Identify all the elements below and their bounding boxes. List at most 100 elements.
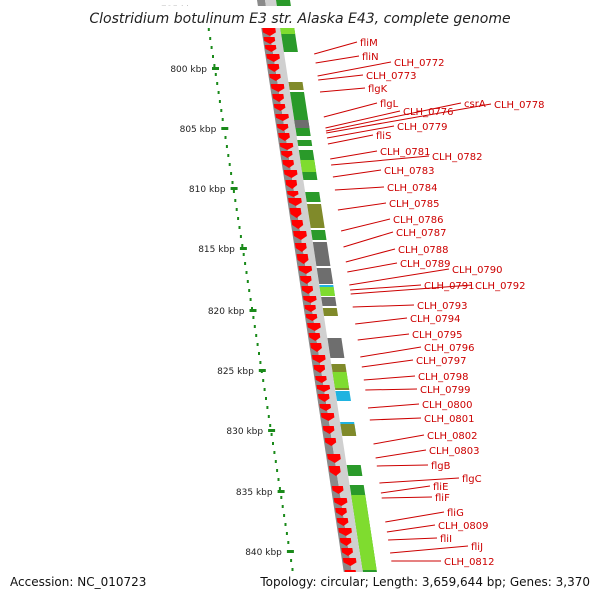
kbp-label: 830 kbp — [226, 427, 263, 437]
gene-label: fliJ — [471, 542, 483, 553]
topology-text: Topology: circular; Length: 3,659,644 bp… — [259, 575, 590, 589]
gene-label: CLH_0812 — [444, 557, 495, 568]
gene-label: CLH_0773 — [366, 71, 417, 82]
gene-label: CLH_0779 — [397, 122, 448, 133]
scale-dot — [210, 46, 213, 49]
gene-label: fliS — [376, 131, 391, 142]
gene-label: CLH_0782 — [432, 152, 483, 163]
label-leader — [331, 155, 430, 166]
gene-label: fliG — [447, 508, 464, 519]
scale-dot — [212, 55, 214, 58]
label-leader — [334, 186, 385, 191]
scale-dot — [235, 208, 238, 211]
kbp-label: 810 kbp — [189, 185, 226, 195]
gene-label: csrA — [464, 99, 486, 110]
scale-dot — [276, 469, 279, 472]
gene-arrow — [322, 426, 335, 434]
scale-dot — [262, 379, 265, 382]
label-leader — [388, 537, 438, 541]
gene-arrow — [336, 518, 349, 526]
label-leader — [349, 268, 450, 286]
footer-backdrop — [0, 572, 600, 600]
cog-box — [316, 268, 334, 284]
gene-arrow — [291, 220, 304, 229]
gene-arrow — [296, 254, 309, 264]
scale-dot — [230, 172, 233, 175]
gene-label: fliE — [433, 482, 448, 493]
label-leader — [326, 125, 395, 139]
cog-box — [307, 204, 325, 228]
gene-label: flgL — [380, 99, 399, 110]
cog-box — [305, 192, 321, 202]
scale-dot — [237, 217, 240, 220]
gene-arrow — [342, 558, 357, 566]
scale-dot — [283, 514, 286, 517]
gene-label: flgC — [462, 474, 482, 485]
gene-arrow — [272, 94, 284, 102]
major-tick — [212, 67, 219, 70]
gene-label: CLH_0809 — [438, 521, 489, 532]
label-leader — [361, 359, 414, 368]
cog-box — [288, 82, 304, 90]
title-backdrop — [90, 6, 510, 28]
gene-label: CLH_0797 — [416, 356, 467, 367]
gene-arrow — [270, 84, 285, 92]
gene-arrow — [313, 365, 326, 373]
scale-dot — [246, 280, 249, 283]
gene-arrow — [303, 296, 317, 303]
scale-dot — [256, 343, 259, 346]
major-tick — [230, 187, 238, 190]
gene-label: CLH_0802 — [427, 431, 478, 442]
kbp-label: 805 kbp — [180, 125, 217, 135]
cog-box — [321, 297, 337, 306]
gene-label: CLH_0776 — [403, 107, 454, 118]
label-leader — [340, 218, 391, 232]
label-leader — [390, 545, 469, 554]
major-tick — [277, 490, 285, 493]
label-leader — [319, 87, 366, 93]
label-leader — [379, 477, 460, 484]
scale-dot — [255, 334, 258, 337]
gene-arrow — [335, 508, 347, 516]
gene-label: CLH_0781 — [380, 147, 431, 158]
scale-dot — [281, 505, 284, 508]
label-leader — [350, 284, 473, 295]
gene-label: CLH_0785 — [389, 199, 440, 210]
gene-arrow — [267, 64, 280, 72]
scale-dot — [220, 109, 223, 112]
gene-label: CLH_0793 — [417, 301, 468, 312]
label-leader — [373, 434, 425, 445]
gene-arrow — [300, 276, 312, 284]
gene-arrow — [276, 124, 289, 131]
gene-label: flgB — [431, 461, 451, 472]
gene-label: CLH_0800 — [422, 400, 473, 411]
scale-dot — [241, 244, 244, 247]
label-leader — [325, 102, 462, 132]
gene-label: flgK — [368, 84, 388, 95]
scale-dot — [274, 460, 277, 463]
gene-arrow — [339, 538, 352, 546]
gene-label: CLH_0784 — [387, 183, 438, 194]
cog-box — [322, 308, 338, 316]
label-leader — [337, 202, 387, 211]
scale-dot — [216, 82, 219, 85]
cog-box — [355, 520, 377, 570]
gene-label: CLH_0787 — [396, 228, 447, 239]
gene-label: CLH_0778 — [494, 100, 545, 111]
cog-box — [297, 140, 313, 146]
label-leader — [367, 403, 420, 409]
scale-dot — [267, 415, 270, 418]
gene-arrow — [328, 466, 341, 476]
scale-dot — [218, 100, 221, 103]
gene-label: fliM — [360, 38, 378, 49]
kbp-label: 815 kbp — [198, 245, 235, 255]
map-title: Clostridium botulinum E3 str. Alaska E43… — [89, 11, 510, 27]
scale-dot — [221, 118, 224, 121]
scale-dot — [225, 145, 228, 148]
major-tick — [286, 550, 294, 553]
gene-label: fliI — [440, 534, 452, 545]
gene-arrow — [301, 286, 314, 294]
gene-arrow — [319, 404, 331, 411]
label-leader — [369, 417, 422, 421]
scale-dot — [269, 424, 272, 427]
